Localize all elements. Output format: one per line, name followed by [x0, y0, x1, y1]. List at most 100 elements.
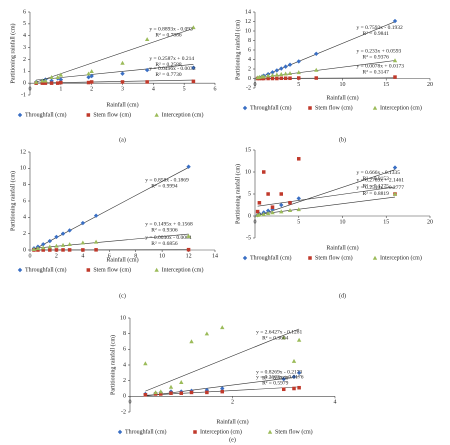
trendline [257, 186, 396, 207]
data-point [168, 384, 174, 389]
trendline [257, 169, 396, 216]
legend-label: Throughfall (cm) [250, 254, 291, 261]
data-point [55, 75, 60, 79]
legend-label: Interception (cm) [380, 104, 422, 111]
x-tick-label: 20 [427, 219, 433, 225]
data-point [81, 248, 85, 252]
y-tick-label: 2 [248, 66, 251, 72]
y-tick-label: -1 [21, 92, 26, 98]
trend-r2: R² = 0.5979 [262, 381, 289, 387]
data-point [296, 59, 301, 64]
data-point [392, 58, 398, 63]
data-point [120, 80, 125, 84]
x-tick-label: 12 [186, 253, 192, 259]
trend-r2: R² = 0.6856 [151, 241, 178, 247]
data-point [189, 339, 194, 344]
data-point [283, 64, 288, 69]
trend-r2: R² = 0.7886 [155, 33, 182, 39]
y-tick-label: -2 [246, 85, 251, 91]
legend-label: Throughfall (cm) [125, 428, 166, 435]
trend-equation: y = 0.7593x - 0.1932 [357, 25, 403, 31]
x-axis-label: Rainfall (cm) [106, 256, 138, 263]
data-point [54, 243, 59, 248]
legend-label: Interception (cm) [380, 254, 422, 261]
data-point [296, 337, 302, 342]
data-point [58, 77, 64, 82]
legend-label: Throughfall (cm) [25, 111, 66, 118]
x-tick-label: 20 [427, 82, 433, 88]
data-point [48, 248, 52, 252]
data-point [257, 212, 262, 217]
x-tick-label: 0 [254, 219, 257, 225]
data-point [186, 164, 191, 169]
y-tick-label: 8 [248, 38, 251, 44]
y-tick-label: -2 [121, 409, 126, 415]
trend-equation: y = 0.858x - 0.1869 [145, 178, 189, 184]
legend-swatch [308, 106, 312, 110]
data-point [54, 248, 59, 252]
data-point [261, 212, 266, 216]
data-point [274, 68, 280, 73]
trend-r2: R² = 0.9841 [363, 31, 390, 37]
legend-swatch [267, 429, 273, 434]
data-point [392, 165, 398, 170]
data-point [296, 70, 301, 75]
data-point [270, 210, 275, 215]
y-tick-label: 4 [23, 215, 26, 221]
data-point [270, 205, 275, 209]
y-tick-label: 0 [23, 247, 26, 253]
x-tick-label: 2 [55, 253, 58, 259]
x-tick-label: 14 [212, 253, 218, 259]
legend-swatch [17, 112, 23, 118]
trend-equation: y = 0.666x - 0.1335 [357, 170, 401, 176]
y-tick-label: 12 [245, 19, 251, 25]
data-point [158, 392, 163, 396]
data-point [43, 78, 48, 83]
y-tick-label: 4 [248, 57, 251, 63]
data-point [261, 170, 266, 174]
y-tick-label: 6 [23, 9, 26, 15]
data-point [204, 331, 210, 336]
y-tick-label: 3 [23, 45, 26, 51]
data-point [47, 244, 53, 249]
data-point [43, 81, 48, 85]
trend-equation: y = 0.2789x + 2.1461 [357, 178, 405, 184]
data-point [296, 370, 302, 376]
data-point [67, 248, 72, 252]
data-point [314, 67, 319, 72]
y-tick-label: 4 [23, 33, 26, 39]
y-axis-label: Partitioning rainfall (cm) [9, 24, 16, 84]
data-point [220, 389, 225, 394]
x-tick-label: 3 [121, 87, 124, 93]
data-point [86, 80, 91, 85]
x-tick-label: 2 [231, 400, 234, 406]
trend-equation: y = 2.6427x - 0.1281 [256, 330, 302, 336]
panel-label: (b) [339, 136, 346, 143]
data-point [93, 213, 99, 218]
legend-swatch [117, 429, 123, 435]
x-tick-label: 0 [254, 82, 257, 88]
legend-label: Interception (cm) [162, 266, 204, 273]
y-axis-label: Partitioning rainfall (cm) [109, 335, 116, 395]
data-point [89, 73, 94, 79]
legend-label: Stem flow (cm) [275, 428, 313, 435]
trend-r2: R² = 0.9376 [363, 55, 390, 61]
y-tick-label: 15 [245, 147, 251, 153]
trend-equation: y = 0.2519x + 0.2777 [357, 185, 405, 191]
x-tick-label: 15 [383, 82, 389, 88]
data-point [261, 76, 266, 81]
data-point [270, 72, 275, 77]
data-point [40, 78, 45, 83]
legend-swatch [154, 267, 159, 272]
data-point [94, 248, 98, 252]
data-point [58, 72, 64, 77]
trend-equation: y = 0.8269x - 0.2173 [256, 369, 302, 375]
data-point [281, 387, 286, 392]
trendline [33, 233, 189, 249]
x-tick-label: 5 [297, 82, 300, 88]
x-tick-label: 4 [334, 400, 337, 406]
data-point [392, 191, 398, 196]
trend-r2: R² = 0.1275 [363, 184, 390, 190]
data-point [287, 71, 293, 76]
